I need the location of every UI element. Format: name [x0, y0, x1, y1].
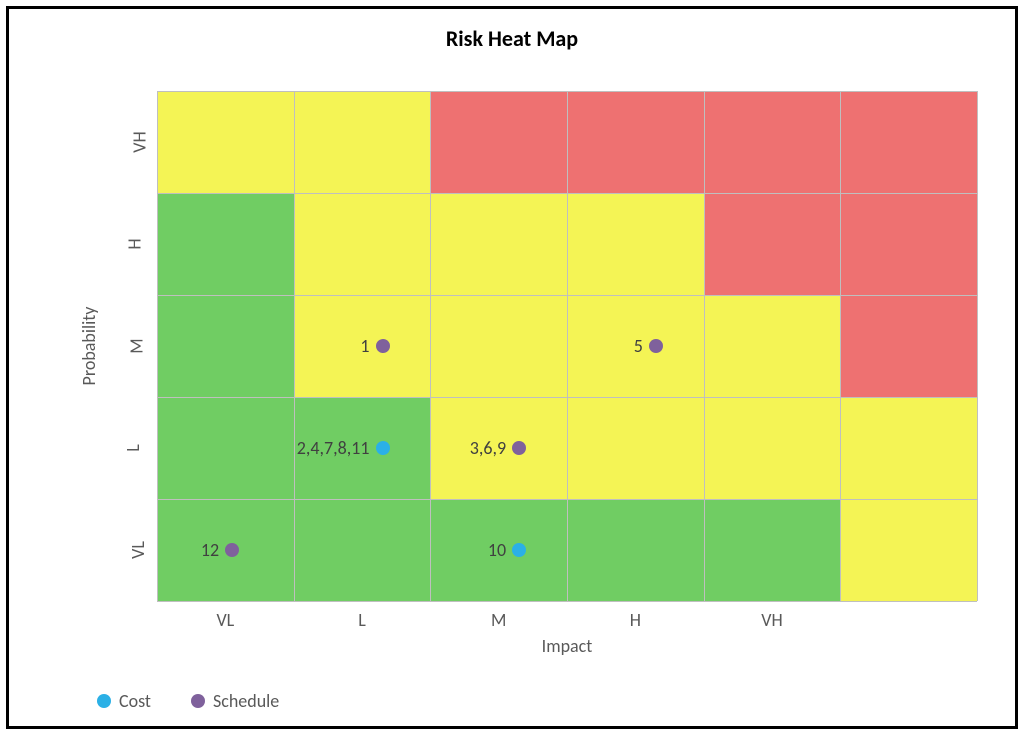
legend-item-schedule: Schedule — [191, 690, 279, 712]
x-tick-label: VH — [761, 609, 782, 631]
heatmap-cell — [840, 193, 977, 295]
heatmap-cell — [430, 295, 567, 397]
heatmap-cell — [294, 193, 431, 295]
chart-frame: Risk Heat Map 1 5 2,4,7,8,11 3,6,9 12 10 VL L M… — [6, 6, 1018, 729]
x-tick-label: H — [630, 609, 641, 631]
heatmap-cell — [157, 193, 294, 295]
schedule-marker — [649, 339, 663, 353]
x-tick-label: L — [358, 609, 366, 631]
heatmap-cell — [704, 499, 841, 601]
cost-swatch-icon — [97, 694, 111, 708]
heatmap-cell — [430, 91, 567, 193]
marker-label: 10 — [488, 539, 512, 561]
heatmap-cell — [157, 91, 294, 193]
heatmap-cell — [567, 397, 704, 499]
legend-label: Schedule — [213, 690, 279, 712]
heatmap-cell — [430, 193, 567, 295]
marker-label: 5 — [634, 335, 649, 357]
heatmap-cell — [840, 397, 977, 499]
cost-marker — [512, 543, 526, 557]
y-tick-label: H — [124, 238, 146, 249]
legend: Cost Schedule — [97, 690, 279, 712]
schedule-marker — [376, 339, 390, 353]
cost-marker — [376, 441, 390, 455]
y-tick-label: VH — [129, 131, 151, 152]
heatmap-cell — [567, 193, 704, 295]
heatmap-cell — [840, 91, 977, 193]
heatmap-cell — [704, 193, 841, 295]
heatmap-grid — [157, 91, 977, 601]
y-axis-label: Probability — [78, 307, 100, 386]
heatmap-cell — [157, 295, 294, 397]
marker-label: 1 — [360, 335, 375, 357]
legend-item-cost: Cost — [97, 690, 151, 712]
y-tick-label: M — [126, 338, 148, 353]
marker-label: 12 — [201, 539, 225, 561]
heatmap-cell — [567, 91, 704, 193]
heatmap-cell — [157, 397, 294, 499]
heatmap-cell — [704, 397, 841, 499]
plot-area: 1 5 2,4,7,8,11 3,6,9 12 10 — [157, 91, 977, 601]
schedule-marker — [512, 441, 526, 455]
chart-title: Risk Heat Map — [9, 25, 1015, 52]
x-tick-label: M — [491, 609, 506, 631]
heatmap-cell — [704, 91, 841, 193]
schedule-marker — [225, 543, 239, 557]
x-tick-label: VL — [216, 609, 234, 631]
legend-label: Cost — [119, 690, 151, 712]
x-axis-label: Impact — [542, 635, 593, 657]
heatmap-cell — [704, 295, 841, 397]
y-tick-label: L — [122, 444, 144, 452]
y-tick-label: VL — [127, 541, 149, 559]
schedule-swatch-icon — [191, 694, 205, 708]
heatmap-cell — [840, 295, 977, 397]
heatmap-cell — [567, 499, 704, 601]
heatmap-cell — [294, 499, 431, 601]
marker-label: 2,4,7,8,11 — [297, 437, 376, 459]
heatmap-cell — [840, 499, 977, 601]
heatmap-cell — [294, 91, 431, 193]
marker-label: 3,6,9 — [470, 437, 512, 459]
